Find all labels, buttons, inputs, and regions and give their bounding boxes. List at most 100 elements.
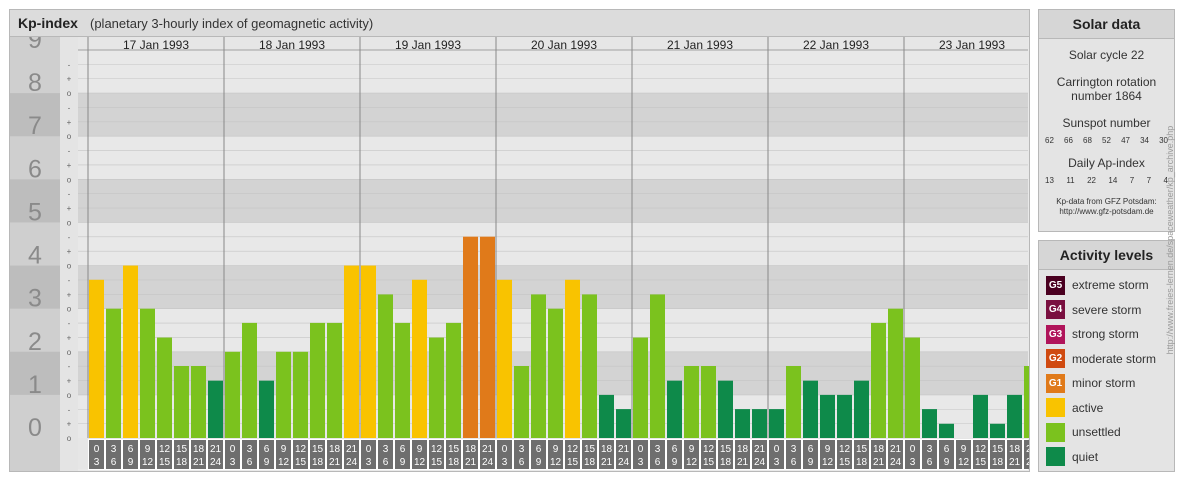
kp-bar — [429, 337, 444, 438]
level-band — [78, 179, 1028, 223]
kp-bar — [208, 380, 223, 438]
interval-end-label: 18 — [720, 457, 732, 468]
minor-tick-label: - — [68, 103, 71, 112]
interval-start-label: 18 — [465, 444, 477, 455]
interval-start-label: 3 — [247, 444, 253, 455]
interval-end-label: 12 — [822, 457, 834, 468]
interval-cell — [633, 440, 648, 469]
source-link[interactable]: http://www.gfz-potsdam.de — [1059, 207, 1154, 216]
legend-item: G3 strong storm — [1046, 324, 1139, 344]
interval-start-label: 0 — [638, 444, 644, 455]
interval-cell — [514, 440, 529, 469]
interval-end-label: 15 — [839, 457, 851, 468]
interval-cell — [548, 440, 563, 469]
y-tick-label: 6 — [28, 155, 42, 183]
interval-start-label: 0 — [502, 444, 508, 455]
legend-item: unsettled — [1046, 422, 1121, 442]
date-label: 22 Jan 1993 — [803, 38, 869, 52]
minor-tick-label: - — [68, 319, 71, 328]
ap-value: 7 — [1146, 176, 1152, 185]
interval-start-label: 15 — [992, 444, 1004, 455]
interval-start-label: 21 — [618, 444, 630, 455]
activity-levels-panel: Activity levels G5 extreme storm G4 severe … — [1038, 240, 1175, 472]
interval-cell — [497, 440, 512, 469]
interval-end-label: 12 — [414, 457, 426, 468]
interval-start-label: 18 — [1009, 444, 1021, 455]
kp-bar — [871, 322, 886, 438]
interval-end-label: 12 — [958, 457, 970, 468]
interval-end-label: 15 — [567, 457, 579, 468]
kp-bar — [378, 294, 393, 438]
ap-value: 13 — [1045, 176, 1054, 185]
date-label: 17 Jan 1993 — [123, 38, 189, 52]
y-tick-label: 0 — [28, 414, 42, 442]
minor-tick-label: + — [67, 161, 72, 170]
legend-item: G2 moderate storm — [1046, 349, 1156, 369]
sunspot-value: 30 — [1159, 136, 1168, 145]
interval-start-label: 12 — [839, 444, 851, 455]
interval-end-label: 9 — [400, 457, 406, 468]
minor-tick-label: + — [67, 377, 72, 386]
kp-bar — [616, 409, 631, 438]
y-axis-band-alt — [10, 93, 60, 137]
legend-label: extreme storm — [1072, 278, 1149, 292]
interval-start-label: 3 — [927, 444, 933, 455]
minor-tick-label: + — [67, 420, 72, 429]
minor-tick-label: - — [68, 190, 71, 199]
interval-start-label: 3 — [791, 444, 797, 455]
ap-value: 11 — [1066, 176, 1075, 185]
interval-start-label: 21 — [890, 444, 902, 455]
interval-cell — [565, 440, 580, 469]
interval-end-label: 15 — [159, 457, 171, 468]
interval-cell — [327, 440, 342, 469]
kp-bar — [599, 394, 614, 438]
level-band — [78, 93, 1028, 137]
legend-item: G5 extreme storm — [1046, 275, 1149, 295]
legend-swatch: G3 — [1046, 324, 1065, 344]
kp-bar — [820, 394, 835, 438]
interval-end-label: 12 — [142, 457, 154, 468]
date-label: 19 Jan 1993 — [395, 38, 461, 52]
date-label: 21 Jan 1993 — [667, 38, 733, 52]
interval-cell — [1024, 440, 1029, 469]
minor-tick-label: - — [68, 147, 71, 156]
ap-value: 14 — [1108, 176, 1118, 185]
interval-cell — [140, 440, 155, 469]
interval-cell — [837, 440, 852, 469]
minor-tick-label: - — [68, 405, 71, 414]
minor-tick-label: o — [67, 89, 72, 98]
legend-swatch — [1046, 398, 1065, 417]
interval-end-label: 9 — [944, 457, 950, 468]
y-tick-label: 4 — [28, 242, 42, 270]
interval-cell — [990, 440, 1005, 469]
kp-bar — [514, 366, 529, 438]
minor-tick-label: - — [68, 233, 71, 242]
y-axis-band-alt — [10, 351, 60, 395]
interval-cell — [174, 440, 189, 469]
minor-tick-label: + — [67, 247, 72, 256]
interval-end-label: 9 — [672, 457, 678, 468]
interval-cell — [667, 440, 682, 469]
interval-end-label: 21 — [1009, 457, 1021, 468]
kp-bar — [174, 366, 189, 438]
kp-bar — [497, 279, 512, 438]
solar-cycle: Solar cycle 22 — [1068, 48, 1145, 62]
interval-start-label: 6 — [264, 444, 270, 455]
date-label: 20 Jan 1993 — [531, 38, 597, 52]
interval-end-label: 9 — [536, 457, 542, 468]
sunspot-value: 68 — [1083, 136, 1092, 145]
minor-tick-label: o — [67, 348, 72, 357]
interval-end-label: 15 — [975, 457, 987, 468]
interval-cell — [854, 440, 869, 469]
kp-bar — [140, 308, 155, 438]
interval-cell — [752, 440, 767, 469]
interval-start-label: 6 — [400, 444, 406, 455]
kp-bar — [446, 322, 461, 438]
minor-tick-label: - — [68, 362, 71, 371]
legend-swatch: G2 — [1046, 349, 1065, 368]
legend-label: unsettled — [1072, 425, 1121, 439]
interval-cell — [701, 440, 716, 469]
level-band — [78, 265, 1028, 309]
y-tick-label: 5 — [28, 198, 42, 226]
interval-end-label: 21 — [193, 457, 205, 468]
